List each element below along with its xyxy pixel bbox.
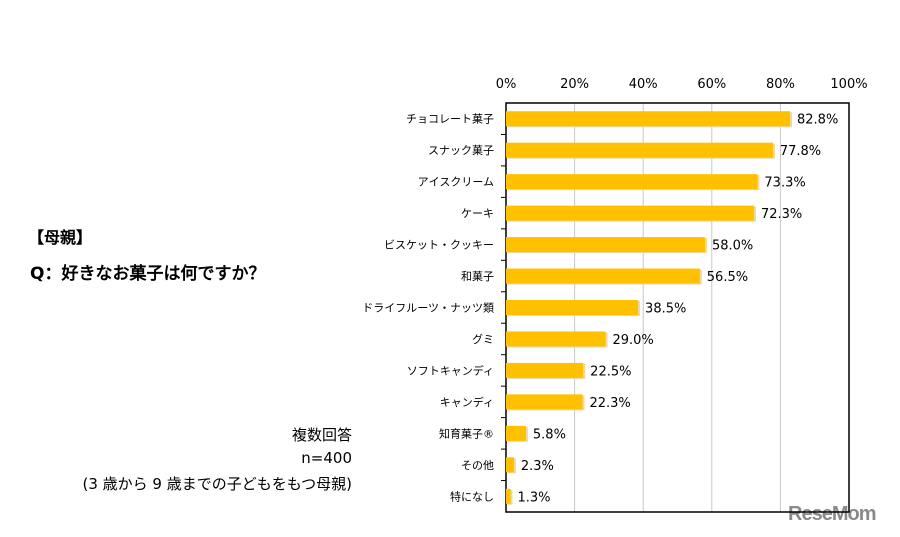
data-label: 2.3% <box>521 459 554 474</box>
bar <box>506 237 705 253</box>
data-label: 5.8% <box>533 427 566 442</box>
bar <box>506 362 584 378</box>
data-label: 56.5% <box>707 270 748 285</box>
bar <box>506 457 514 473</box>
bar <box>506 300 639 315</box>
note-multiple-answers: 複数回答 <box>291 426 352 444</box>
note-sample-size: n=400 <box>301 449 352 467</box>
category-label: ソフトキャンディ <box>407 363 494 377</box>
note-population: (3 歳から 9 歳までの子どもをもつ母親) <box>82 475 353 493</box>
bar <box>506 111 791 127</box>
category-label: ケーキ <box>461 207 494 220</box>
bar <box>506 394 583 410</box>
bar <box>506 174 758 190</box>
category-label: チョコレート菓子 <box>406 113 494 126</box>
data-label: 22.3% <box>589 396 630 411</box>
data-label: 29.0% <box>612 333 653 348</box>
data-label: 38.5% <box>645 302 686 317</box>
x-tick-label: 80% <box>766 77 795 92</box>
category-label: グミ <box>472 332 494 346</box>
bar <box>506 142 773 158</box>
bar <box>506 331 606 347</box>
respondent-heading: 【母親】 <box>28 228 93 247</box>
data-label: 22.5% <box>590 364 631 379</box>
category-label: スナック菓子 <box>428 144 494 157</box>
x-tick-label: 100% <box>830 77 867 92</box>
category-label: ドライフルーツ・ナッツ類 <box>362 302 494 315</box>
data-label: 72.3% <box>761 207 802 222</box>
x-tick-label: 60% <box>697 77 726 92</box>
category-label: 特になし <box>450 489 494 503</box>
bar <box>506 425 526 441</box>
x-tick-label: 20% <box>560 77 589 92</box>
data-label: 77.8% <box>780 144 821 159</box>
category-label: アイスクリーム <box>418 176 494 189</box>
x-tick-label: 40% <box>629 77 658 92</box>
question-text: Q：好きなお菓子は何ですか？ <box>30 264 266 284</box>
data-label: 58.0% <box>712 239 753 254</box>
category-label: 知育菓子® <box>439 426 494 440</box>
resemom-logo: ReseMom <box>788 503 876 525</box>
data-label: 1.3% <box>517 490 550 505</box>
category-label: その他 <box>461 459 494 472</box>
bar <box>506 488 511 504</box>
data-label: 73.3% <box>764 176 805 191</box>
data-label: 82.8% <box>797 113 838 128</box>
bar <box>506 268 700 284</box>
category-label: キャンディ <box>440 395 494 409</box>
category-label: 和菓子 <box>461 270 494 283</box>
x-tick-label: 0% <box>496 77 517 92</box>
category-label: ビスケット・クッキー <box>384 239 494 252</box>
bar <box>506 205 754 221</box>
